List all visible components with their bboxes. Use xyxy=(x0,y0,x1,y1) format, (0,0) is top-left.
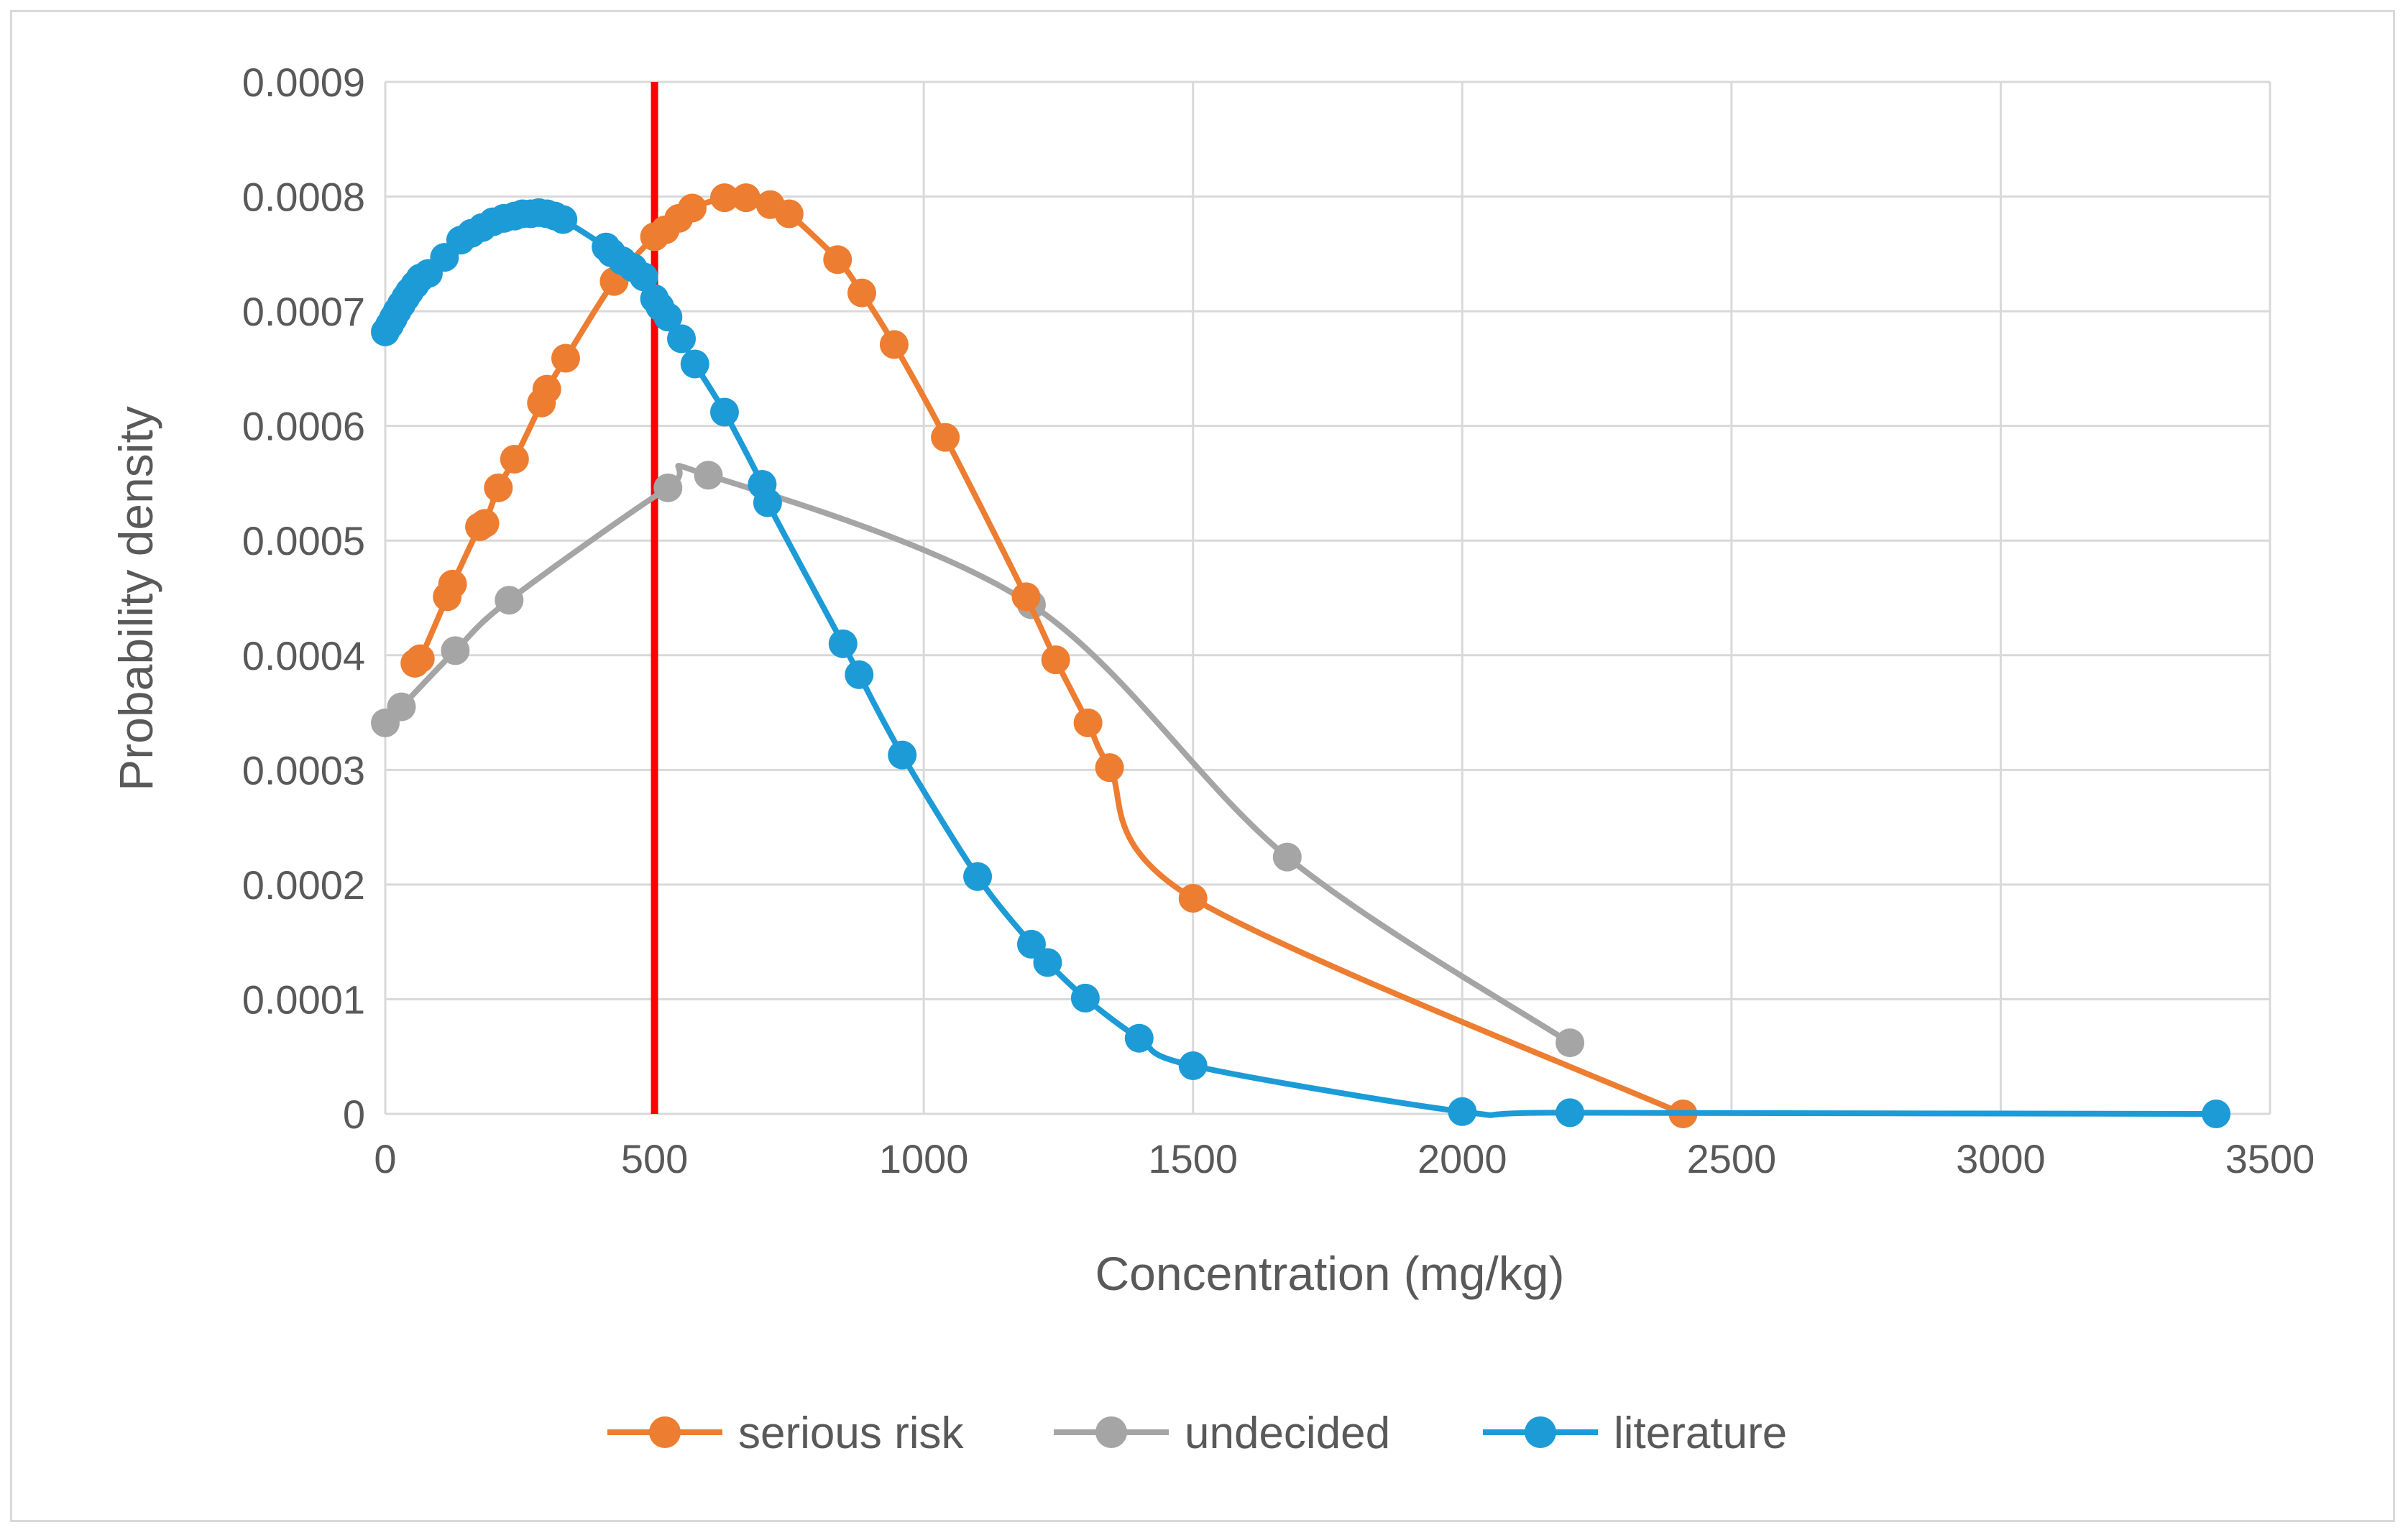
legend-label: literature xyxy=(1614,1409,1787,1458)
data-point xyxy=(2202,1100,2231,1128)
data-point xyxy=(405,644,435,673)
data-point xyxy=(653,473,683,502)
legend-item: undecided xyxy=(1054,1409,1390,1458)
data-point xyxy=(1073,708,1103,737)
data-point xyxy=(709,183,739,213)
data-point xyxy=(963,862,993,891)
data-point xyxy=(753,488,782,517)
data-point xyxy=(774,199,804,229)
data-point xyxy=(629,262,658,292)
data-point xyxy=(1041,645,1070,675)
legend-item: serious risk xyxy=(607,1409,965,1458)
x-axis-title: Concentration (mg/kg) xyxy=(1095,1247,1565,1300)
series-layer xyxy=(371,183,2231,1128)
x-tick-label: 2000 xyxy=(1417,1136,1507,1181)
data-point xyxy=(680,349,709,379)
chart-frame xyxy=(10,10,2395,1522)
x-tick-label: 1500 xyxy=(1148,1136,1238,1181)
y-tick-label: 0.0004 xyxy=(242,633,365,678)
y-tick-label: 0.0006 xyxy=(242,404,365,449)
x-tick-label: 3000 xyxy=(1956,1136,2046,1181)
data-point xyxy=(387,692,416,722)
series-undecided xyxy=(371,461,1585,1058)
data-point xyxy=(828,629,858,658)
data-point xyxy=(548,205,578,234)
data-point xyxy=(845,660,874,689)
x-tick-label: 2500 xyxy=(1687,1136,1777,1181)
data-point xyxy=(1178,1051,1208,1080)
legend-marker xyxy=(1525,1416,1556,1448)
series-literature xyxy=(371,198,2231,1128)
y-tick-label: 0.0007 xyxy=(242,289,365,334)
data-point xyxy=(470,509,500,538)
data-point xyxy=(667,324,697,354)
data-point xyxy=(823,245,853,275)
data-point xyxy=(551,344,580,373)
legend-item: literature xyxy=(1483,1409,1787,1458)
data-point xyxy=(709,397,739,427)
data-point xyxy=(495,586,524,615)
legend-marker xyxy=(649,1416,681,1448)
y-tick-label: 0.0008 xyxy=(242,175,365,220)
y-tick-label: 0.0001 xyxy=(242,977,365,1022)
legend-label: undecided xyxy=(1185,1409,1390,1458)
data-point xyxy=(1070,983,1100,1013)
data-point xyxy=(653,303,683,332)
x-tick-label: 500 xyxy=(621,1136,688,1181)
data-point xyxy=(484,473,513,502)
data-point xyxy=(694,461,723,490)
series-line xyxy=(382,209,2220,1118)
data-point xyxy=(1095,753,1124,783)
x-tick-label: 3500 xyxy=(2225,1136,2315,1181)
series-line xyxy=(382,463,1573,1046)
data-point xyxy=(1272,842,1302,872)
data-point xyxy=(532,374,561,404)
y-tick-label: 0.0009 xyxy=(242,60,365,105)
series-serious-risk xyxy=(400,183,1698,1128)
x-tick-label: 0 xyxy=(374,1136,396,1181)
x-tick-label: 1000 xyxy=(879,1136,969,1181)
data-point xyxy=(500,444,529,474)
data-point xyxy=(1124,1023,1154,1053)
data-point xyxy=(1011,582,1041,612)
y-axis-title: Probability density xyxy=(109,406,162,791)
data-point xyxy=(1178,884,1208,913)
data-point xyxy=(1555,1098,1585,1128)
data-point xyxy=(1033,948,1062,977)
data-point xyxy=(1448,1097,1477,1126)
data-point xyxy=(1555,1028,1585,1058)
y-tick-label: 0.0005 xyxy=(242,518,365,563)
y-tick-label: 0 xyxy=(343,1092,365,1137)
data-point xyxy=(678,193,707,223)
data-point xyxy=(438,569,467,599)
legend-marker xyxy=(1095,1416,1127,1448)
data-point xyxy=(879,330,909,359)
legend-label: serious risk xyxy=(738,1409,965,1458)
data-point xyxy=(731,183,760,213)
y-tick-label: 0.0003 xyxy=(242,747,365,793)
data-point xyxy=(847,278,876,308)
legend: serious risk undecided literature xyxy=(607,1409,1787,1458)
tick-labels: 0 0.0001 0.0002 0.0003 0.0004 0.0005 0.0006 0.0… xyxy=(242,60,2315,1181)
data-point xyxy=(888,740,917,770)
data-point xyxy=(931,423,960,452)
y-tick-label: 0.0002 xyxy=(242,862,365,908)
data-point xyxy=(441,636,470,665)
